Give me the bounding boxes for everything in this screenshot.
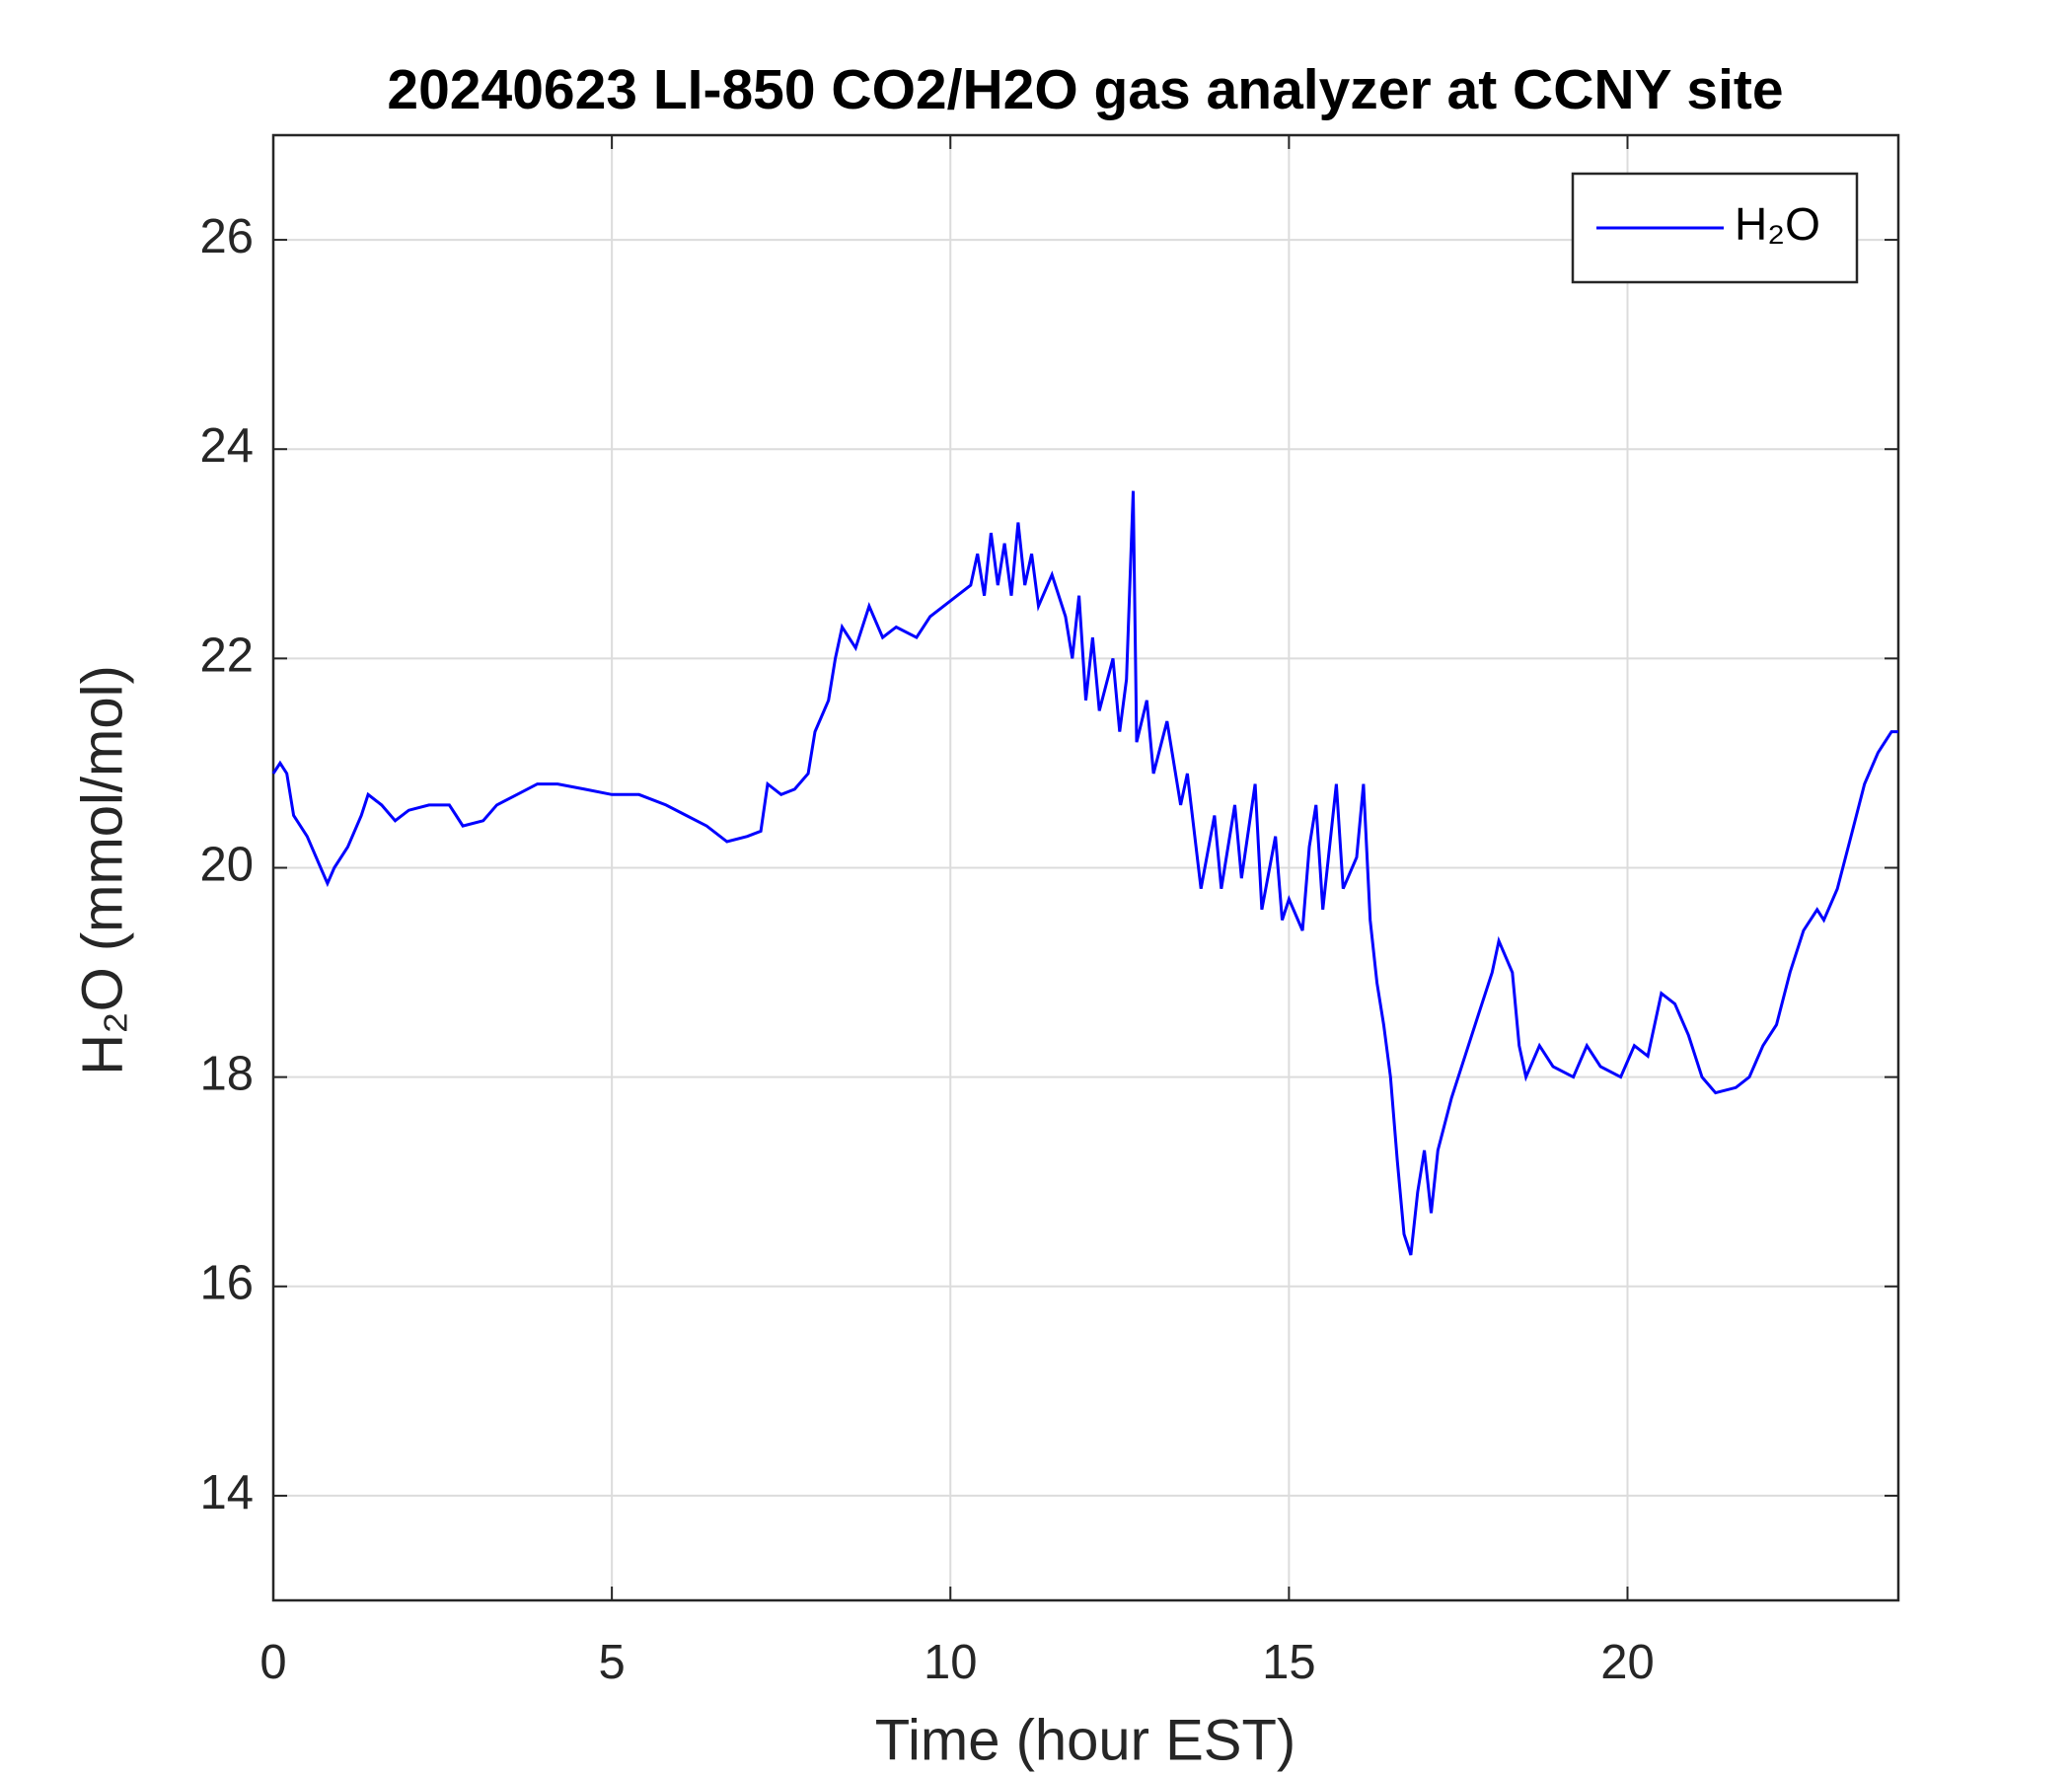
- x-tick-label: 5: [598, 1636, 625, 1689]
- y-tick-label: 16: [199, 1257, 254, 1310]
- x-axis-label: Time (hour EST): [875, 1708, 1295, 1772]
- legend-label: H₂O: [1735, 198, 1820, 250]
- y-tick-label: 20: [199, 838, 254, 891]
- y-tick-label: 14: [199, 1466, 254, 1519]
- data-line: [271, 490, 1898, 1256]
- chart-title: 20240623 LI-850 CO2/H2O gas analyzer at …: [387, 58, 1783, 121]
- y-tick-label: 26: [199, 210, 254, 263]
- x-tick-label: 20: [1600, 1636, 1655, 1689]
- y-axis-label: H₂O (mmol/mol): [70, 665, 134, 1075]
- plot-frame: [271, 133, 1900, 1602]
- x-tick-label: 15: [1262, 1636, 1316, 1689]
- y-tick-label: 22: [199, 629, 254, 682]
- x-tick-label: 10: [924, 1636, 978, 1689]
- y-tick-label: 24: [199, 419, 254, 473]
- y-tick-label: 18: [199, 1048, 254, 1101]
- x-tick-label: 0: [259, 1636, 286, 1689]
